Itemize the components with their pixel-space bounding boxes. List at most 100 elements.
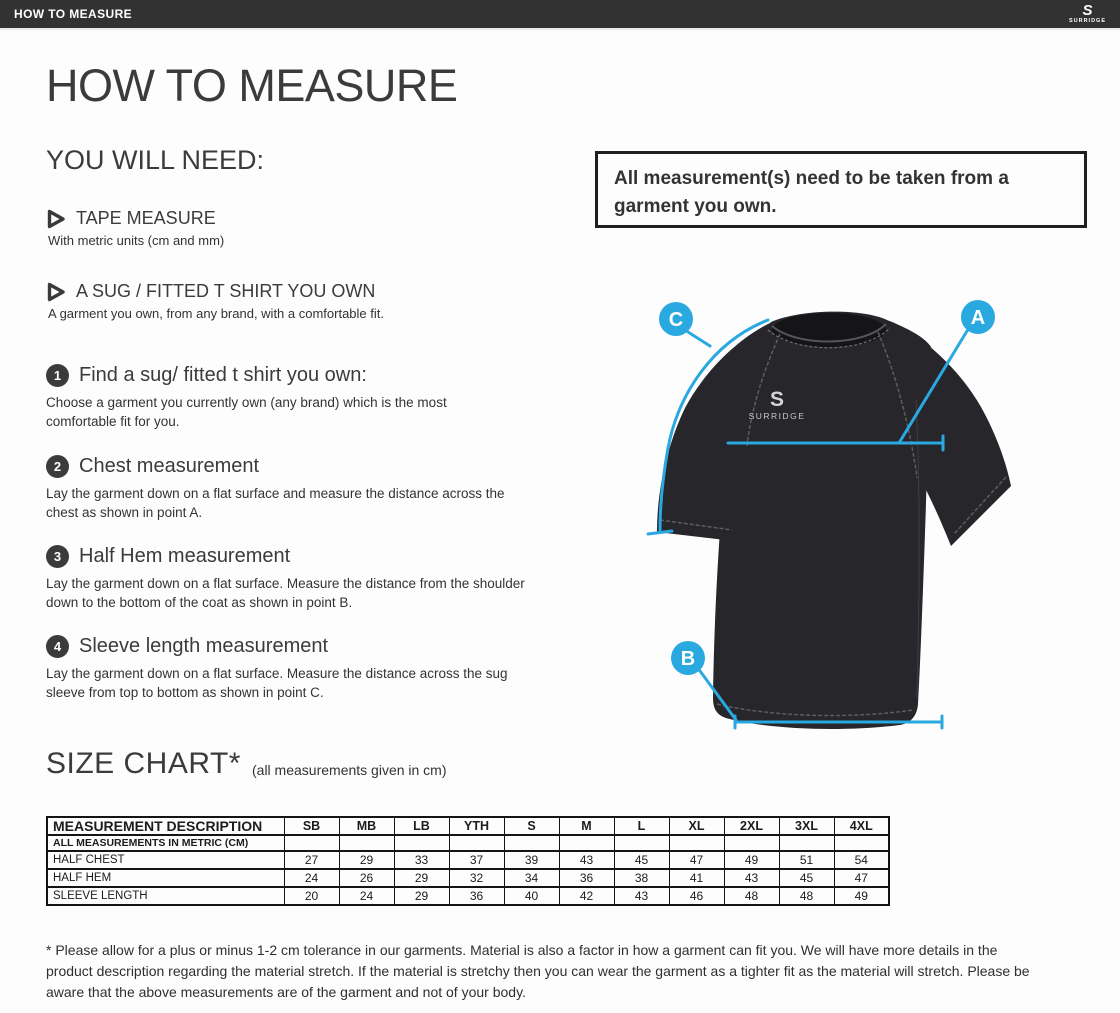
size-value-cell: 29 xyxy=(393,868,450,888)
svg-text:B: B xyxy=(681,648,695,670)
size-value-cell: 36 xyxy=(558,868,615,888)
size-value-cell: 38 xyxy=(613,868,670,888)
size-value-cell: 26 xyxy=(338,868,395,888)
size-col-header: YTH xyxy=(448,816,505,836)
step-number-badge: 4 xyxy=(46,635,69,658)
size-value-cell: 43 xyxy=(558,850,615,870)
size-value-cell: 43 xyxy=(723,868,780,888)
need-item-title: TAPE MEASURE xyxy=(76,208,216,228)
need-item-tape-measure: TAPE MEASURE With metric units (cm and m… xyxy=(46,208,224,248)
size-value-cell: 51 xyxy=(778,850,835,870)
shirt-measurement-diagram: S SURRIDGE C A xyxy=(620,280,1100,760)
size-chart-row: SLEEVE LENGTH 20 24 29 36 40 42 43 46 48 48 49 xyxy=(46,886,890,906)
step-3: 3 Half Hem measurement Lay the garment d… xyxy=(46,545,554,612)
size-value-cell: 36 xyxy=(448,886,505,906)
step-number-badge: 1 xyxy=(46,364,69,387)
need-item-description: A garment you own, from any brand, with … xyxy=(48,306,384,321)
row-label: HALF CHEST xyxy=(46,850,285,870)
surridge-logo-word: SURRIDGE xyxy=(1068,18,1106,25)
size-col-header: 4XL xyxy=(833,816,890,836)
row-label: HALF HEM xyxy=(46,868,285,888)
empty-cell xyxy=(338,834,395,852)
step-description: Lay the garment down on a flat surface a… xyxy=(46,486,505,521)
svg-text:C: C xyxy=(669,309,683,331)
size-value-cell: 46 xyxy=(668,886,725,906)
step-description: Lay the garment down on a flat surface. … xyxy=(46,576,525,611)
play-triangle-icon xyxy=(46,209,66,229)
size-value-cell: 24 xyxy=(283,868,340,888)
size-value-cell: 29 xyxy=(338,850,395,870)
shirt-logo-s-icon: S xyxy=(770,388,784,411)
need-item-title: A SUG / FITTED T SHIRT YOU OWN xyxy=(76,281,376,301)
empty-cell xyxy=(283,834,340,852)
metric-row: ALL MEASUREMENTS IN METRIC (CM) xyxy=(46,834,890,852)
surridge-s-icon: S xyxy=(1082,2,1093,20)
empty-cell xyxy=(668,834,725,852)
size-chart-heading: SIZE CHART* xyxy=(46,747,241,780)
size-col-header: 2XL xyxy=(723,816,780,836)
top-bar-title: HOW TO MEASURE xyxy=(14,7,133,21)
size-col-header: S xyxy=(503,816,560,836)
size-chart-row: HALF HEM 24 26 29 32 34 36 38 41 43 45 47 xyxy=(46,868,890,888)
you-will-need-heading: YOU WILL NEED: xyxy=(46,145,265,175)
size-value-cell: 45 xyxy=(778,868,835,888)
step-2: 2 Chest measurement Lay the garment down… xyxy=(46,455,518,522)
size-chart-body: ALL MEASUREMENTS IN METRIC (CM) HALF CHE… xyxy=(46,834,890,906)
size-value-cell: 42 xyxy=(558,886,615,906)
size-col-header: 3XL xyxy=(778,816,835,836)
metric-note: ALL MEASUREMENTS IN METRIC (CM) xyxy=(46,834,285,852)
shirt-logo-word: SURRIDGE xyxy=(749,411,806,421)
step-4: 4 Sleeve length measurement Lay the garm… xyxy=(46,635,514,702)
size-col-header: L xyxy=(613,816,670,836)
empty-cell xyxy=(778,834,835,852)
page-title: HOW TO MEASURE xyxy=(46,60,458,111)
size-col-header: XL xyxy=(668,816,725,836)
step-number-badge: 3 xyxy=(46,545,69,568)
svg-text:A: A xyxy=(971,307,985,329)
size-value-cell: 45 xyxy=(613,850,670,870)
step-description: Lay the garment down on a flat surface. … xyxy=(46,666,508,701)
need-item-t-shirt: A SUG / FITTED T SHIRT YOU OWN A garment… xyxy=(46,281,384,321)
top-bar: HOW TO MEASURE S SURRIDGE xyxy=(0,0,1120,30)
marker-c: C xyxy=(659,302,693,336)
size-value-cell: 29 xyxy=(393,886,450,906)
step-title: Find a sug/ fitted t shirt you own: xyxy=(79,364,367,386)
step-description: Choose a garment you currently own (any … xyxy=(46,395,447,430)
step-title: Chest measurement xyxy=(79,455,260,477)
tolerance-footnote: * Please allow for a plus or minus 1-2 c… xyxy=(46,942,1030,1000)
measurement-description-header: MEASUREMENT DESCRIPTION xyxy=(46,816,285,836)
size-value-cell: 40 xyxy=(503,886,560,906)
size-value-cell: 49 xyxy=(723,850,780,870)
empty-cell xyxy=(503,834,560,852)
marker-b: B xyxy=(671,641,705,675)
empty-cell xyxy=(833,834,890,852)
size-value-cell: 54 xyxy=(833,850,890,870)
size-col-header: LB xyxy=(393,816,450,836)
size-value-cell: 20 xyxy=(283,886,340,906)
size-value-cell: 24 xyxy=(338,886,395,906)
size-value-cell: 32 xyxy=(448,868,505,888)
empty-cell xyxy=(393,834,450,852)
size-value-cell: 27 xyxy=(283,850,340,870)
empty-cell xyxy=(613,834,670,852)
size-chart-subtitle: (all measurements given in cm) xyxy=(252,762,447,778)
surridge-logo-icon: S SURRIDGE xyxy=(1069,3,1106,25)
need-item-description: With metric units (cm and mm) xyxy=(48,233,225,248)
step-number-badge: 2 xyxy=(46,455,69,478)
step-title: Sleeve length measurement xyxy=(79,635,329,657)
size-value-cell: 48 xyxy=(778,886,835,906)
size-value-cell: 47 xyxy=(668,850,725,870)
marker-a: A xyxy=(961,300,995,334)
size-value-cell: 41 xyxy=(668,868,725,888)
size-chart-header-row: MEASUREMENT DESCRIPTION SB MB LB YTH S M L XL 2X… xyxy=(46,816,890,836)
measurement-callout-box: All measurement(s) need to be taken from… xyxy=(595,151,1087,228)
step-title: Half Hem measurement xyxy=(79,545,291,567)
size-value-cell: 39 xyxy=(503,850,560,870)
step-1: 1 Find a sug/ fitted t shirt you own: Ch… xyxy=(46,364,491,431)
size-value-cell: 43 xyxy=(613,886,670,906)
empty-cell xyxy=(723,834,780,852)
size-col-header: M xyxy=(558,816,615,836)
size-chart-table: MEASUREMENT DESCRIPTION SB MB LB YTH S M L XL 2X… xyxy=(46,816,890,906)
size-chart-row: HALF CHEST 27 29 33 37 39 43 45 47 49 51 54 xyxy=(46,850,890,870)
